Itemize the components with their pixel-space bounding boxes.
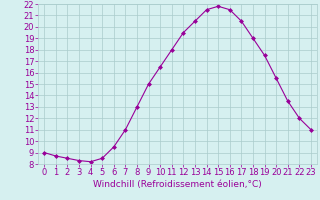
X-axis label: Windchill (Refroidissement éolien,°C): Windchill (Refroidissement éolien,°C) — [93, 180, 262, 189]
